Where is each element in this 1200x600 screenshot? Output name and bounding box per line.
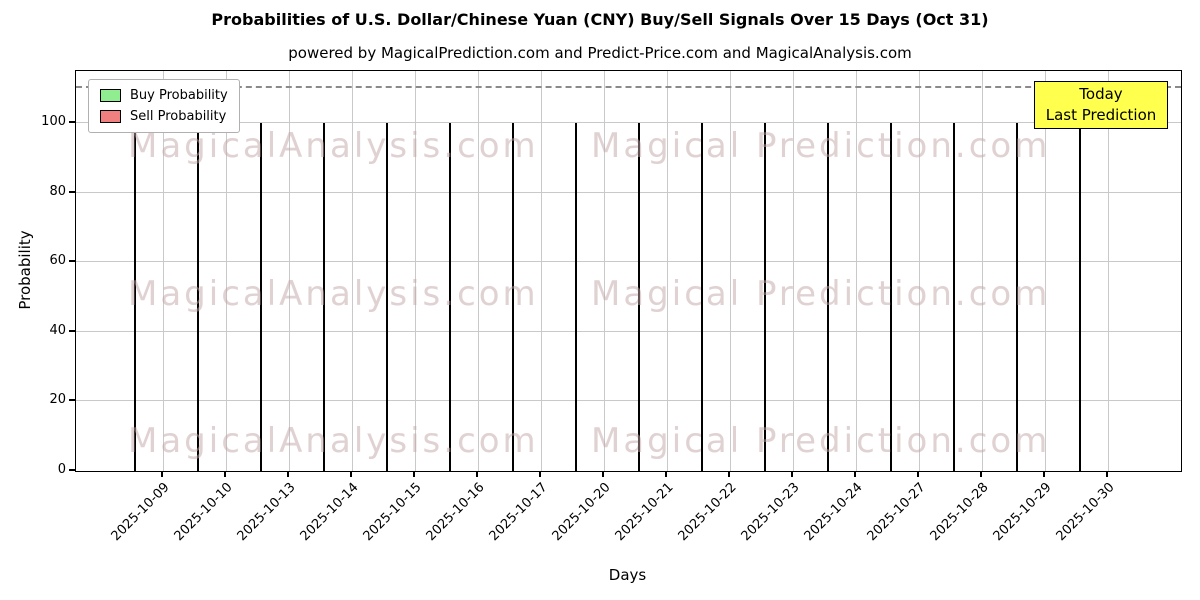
bar-2025-10-15-buy-segment [386, 297, 388, 471]
bar-2025-10-27-buy-segment [890, 297, 892, 471]
legend-label: Sell Probability [130, 109, 227, 124]
x-gridline [918, 71, 920, 471]
bar-2025-10-21-sell-segment [638, 123, 640, 298]
y-tick-label-60: 60 [49, 253, 66, 269]
bar-2025-10-24-sell-segment [827, 123, 829, 298]
today-annotation-line1: Today [1079, 85, 1123, 103]
x-tick-mark [1042, 471, 1045, 477]
y-tick-mark [69, 329, 75, 332]
y-tick-mark [69, 469, 75, 471]
x-gridline [666, 71, 668, 471]
y-tick-label-0: 0 [57, 462, 66, 477]
x-tick-mark [979, 471, 982, 477]
bar-2025-10-21-buy-segment [638, 297, 640, 471]
x-tick-mark [349, 471, 352, 477]
bar-2025-10-23-buy-segment [764, 297, 766, 471]
x-tick-mark [916, 471, 919, 477]
bar-2025-10-16-sell-segment [449, 123, 451, 471]
y-tick-mark [69, 399, 75, 402]
y-gridline-40 [76, 330, 1181, 332]
legend-item-buy: Buy Probability [100, 88, 228, 103]
x-gridline [981, 71, 983, 471]
x-gridline [162, 71, 164, 471]
bar-2025-10-20-sell-segment [575, 123, 577, 471]
x-tick-mark [727, 471, 730, 477]
x-tick-mark [664, 471, 667, 477]
legend-label: Buy Probability [130, 88, 228, 103]
chart-title: Probabilities of U.S. Dollar/Chinese Yua… [211, 10, 989, 29]
y-tick-label-20: 20 [49, 392, 66, 408]
bar-2025-10-27-sell-segment [890, 123, 892, 298]
x-gridline [855, 71, 857, 471]
bar-2025-10-22-sell-segment [701, 123, 703, 299]
bar-2025-10-23-sell-segment [764, 123, 766, 298]
x-gridline [792, 71, 794, 471]
x-gridline [477, 71, 479, 471]
watermark-text: Magical Prediction.com [591, 126, 1051, 166]
bar-2025-10-15-sell-segment [386, 123, 388, 298]
today-annotation-line2: Last Prediction [1045, 106, 1157, 124]
bar-2025-10-28-buy-segment [953, 123, 955, 471]
y-gridline-60 [76, 261, 1181, 263]
bar-2025-10-22-buy-segment [701, 298, 703, 471]
y-gridline-80 [76, 191, 1181, 193]
y-tick-mark [69, 260, 75, 263]
y-axis-label: Probability [16, 230, 34, 310]
x-gridline [1044, 71, 1046, 471]
bar-2025-10-24-buy-segment [827, 297, 829, 471]
x-tick-mark [223, 471, 226, 477]
x-gridline [729, 71, 731, 471]
watermark-text: Magical Prediction.com [591, 274, 1051, 314]
x-gridline [414, 71, 416, 471]
x-tick-mark [475, 471, 478, 477]
x-tick-mark [286, 471, 289, 477]
bar-2025-10-30-buy-segment [1079, 123, 1081, 471]
legend-swatch-sell [100, 110, 121, 123]
watermark-text: MagicalAnalysis.com [128, 274, 539, 314]
x-tick-mark [790, 471, 793, 477]
x-tick-mark [538, 471, 541, 477]
legend-swatch-buy [100, 89, 121, 102]
bar-2025-10-14-buy-segment [323, 123, 325, 471]
y-gridline-100 [76, 122, 1181, 124]
x-tick-mark [853, 471, 856, 477]
today-annotation: Today Last Prediction [1034, 81, 1168, 129]
bar-2025-10-13-buy-segment [260, 123, 262, 471]
y-gridline-20 [76, 400, 1181, 402]
legend-item-sell: Sell Probability [100, 109, 228, 124]
bar-2025-10-17-sell-segment [512, 123, 514, 301]
plot-area: MagicalAnalysis.com Magical Prediction.co… [75, 70, 1182, 472]
x-axis-label: Days [608, 566, 647, 584]
y-tick-mark [69, 121, 75, 124]
upper-threshold-dashed-line [76, 86, 1181, 89]
x-gridline [225, 71, 227, 471]
x-gridline [540, 71, 542, 471]
x-gridline [351, 71, 353, 471]
x-tick-mark [601, 471, 604, 477]
bar-2025-10-17-buy-segment [512, 300, 514, 471]
y-tick-mark [69, 190, 75, 193]
watermark-text: MagicalAnalysis.com [128, 421, 539, 461]
y-tick-label-80: 80 [49, 183, 66, 199]
x-tick-mark [160, 471, 163, 477]
y-tick-label-100: 100 [41, 114, 66, 130]
watermark-text: Magical Prediction.com [591, 421, 1051, 461]
legend: Buy Probability Sell Probability [88, 79, 240, 133]
x-tick-mark [412, 471, 415, 477]
x-gridline [603, 71, 605, 471]
chart-subtitle: powered by MagicalPrediction.com and Pre… [288, 44, 912, 62]
x-gridline [1107, 71, 1109, 471]
x-gridline [288, 71, 290, 471]
x-tick-mark [1105, 471, 1108, 477]
bar-2025-10-29-buy-segment [1016, 123, 1018, 471]
y-tick-label-40: 40 [49, 322, 66, 338]
